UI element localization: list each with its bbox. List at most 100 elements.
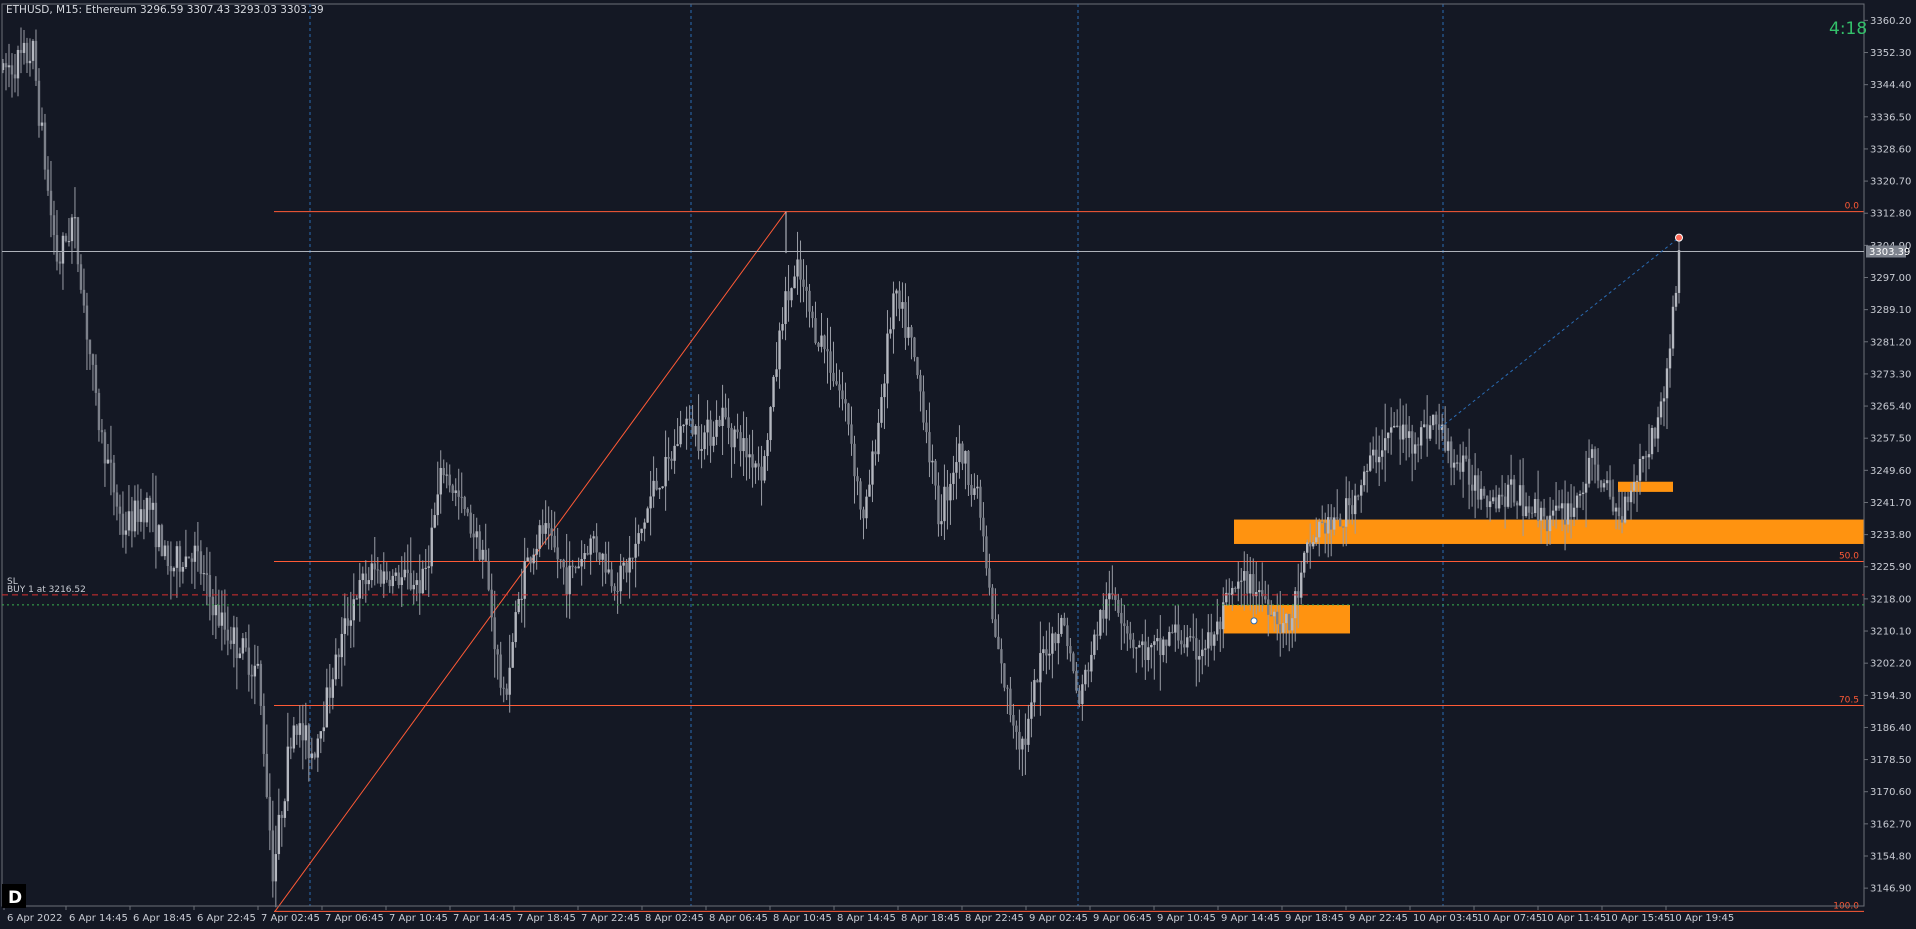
- candle: [1440, 413, 1444, 442]
- candle: [1533, 492, 1537, 517]
- projection-line: [1439, 237, 1680, 429]
- y-tick-label: 3360.20: [1870, 16, 1911, 27]
- candle: [544, 500, 547, 545]
- candle: [268, 773, 272, 851]
- candle: [724, 393, 727, 420]
- candle: [502, 676, 505, 703]
- y-tick-label: 3312.80: [1870, 209, 1911, 220]
- candle: [649, 470, 652, 536]
- candle: [322, 701, 326, 742]
- y-tick-label: 3241.70: [1870, 498, 1911, 509]
- x-tick-label: 6 Apr 18:45: [133, 913, 192, 924]
- candle: [1165, 639, 1168, 664]
- candle: [28, 38, 32, 77]
- candle: [964, 450, 967, 490]
- candle: [79, 254, 83, 294]
- candle: [934, 459, 937, 500]
- candle: [1593, 446, 1597, 484]
- candle: [1380, 429, 1384, 470]
- candle: [673, 429, 676, 474]
- candle: [13, 53, 17, 93]
- price-axis[interactable]: 3360.20 3352.30 3344.40 3336.50 3328.60 3320.…: [1864, 16, 1911, 895]
- candle: [1581, 481, 1585, 511]
- candle: [661, 486, 664, 490]
- candle: [475, 517, 478, 549]
- candle: [337, 648, 340, 679]
- candle: [1069, 637, 1072, 662]
- candle: [325, 668, 329, 728]
- y-tick-label: 3146.90: [1870, 884, 1911, 895]
- candle: [514, 600, 517, 648]
- candle: [808, 284, 811, 328]
- sl-label: SL: [7, 577, 18, 587]
- candle: [1279, 591, 1282, 657]
- candle: [784, 276, 787, 341]
- candle: [1036, 678, 1039, 683]
- candle: [1294, 587, 1297, 642]
- candle: [394, 567, 397, 581]
- candle: [1671, 295, 1675, 356]
- candle: [205, 547, 209, 606]
- candle: [1153, 634, 1156, 680]
- candle: [1159, 615, 1162, 691]
- candle: [1255, 561, 1258, 615]
- candle: [385, 562, 388, 583]
- candle: [1099, 608, 1102, 640]
- candle: [460, 472, 463, 514]
- candle: [1237, 561, 1240, 602]
- candle: [1138, 640, 1141, 648]
- candle: [1401, 405, 1405, 453]
- candle: [766, 433, 769, 471]
- candle: [1425, 395, 1429, 457]
- candle: [10, 53, 14, 98]
- candle: [1180, 630, 1183, 655]
- candle: [1386, 432, 1390, 454]
- candle: [904, 283, 907, 350]
- candle: [52, 200, 56, 255]
- candle: [1509, 454, 1513, 508]
- candle: [1569, 484, 1573, 539]
- target-marker[interactable]: [1675, 233, 1683, 242]
- candle: [628, 535, 631, 599]
- entry-marker[interactable]: [1250, 617, 1258, 625]
- candle: [181, 561, 185, 584]
- candle: [265, 724, 269, 799]
- candle: [484, 523, 487, 562]
- candle: [1368, 442, 1372, 473]
- candle: [499, 641, 502, 696]
- candle: [1488, 490, 1492, 522]
- candle: [928, 402, 931, 478]
- candle: [970, 474, 973, 507]
- candle: [298, 705, 302, 748]
- candle: [1324, 512, 1327, 554]
- candle: [235, 616, 239, 690]
- candle: [1431, 414, 1435, 430]
- candle: [925, 410, 928, 444]
- candle: [463, 495, 466, 516]
- candle: [1003, 663, 1006, 692]
- x-tick-label: 9 Apr 10:45: [1157, 913, 1216, 924]
- countdown-timer: 4:18: [1829, 19, 1867, 39]
- candle: [760, 445, 763, 506]
- x-tick-label: 7 Apr 14:45: [453, 913, 512, 924]
- time-axis[interactable]: 6 Apr 2022 6 Apr 14:45 6 Apr 18:45 6 Apr 22…: [2, 905, 1864, 924]
- candle: [133, 485, 137, 538]
- candle: [286, 712, 290, 812]
- candle: [1572, 486, 1576, 526]
- candle: [1306, 539, 1309, 564]
- candle: [634, 517, 637, 588]
- candle: [1677, 239, 1681, 304]
- candle: [709, 410, 712, 463]
- candle: [478, 524, 481, 562]
- x-tick-label: 7 Apr 02:45: [261, 913, 320, 924]
- candle: [841, 372, 844, 411]
- candle: [382, 552, 385, 598]
- supply-demand-zone[interactable]: [1618, 481, 1673, 492]
- candle: [280, 811, 284, 847]
- x-tick-label: 10 Apr 19:45: [1669, 913, 1734, 924]
- candle: [34, 29, 38, 86]
- candle: [1093, 629, 1096, 660]
- candle: [223, 589, 227, 645]
- candle: [349, 591, 352, 648]
